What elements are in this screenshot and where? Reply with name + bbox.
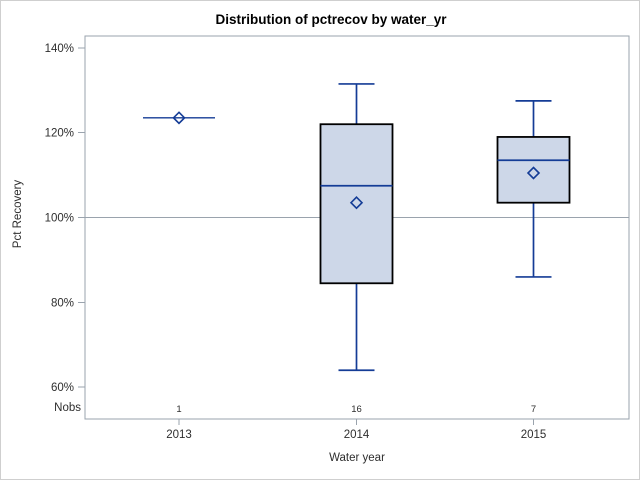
box-group-2014 [319,83,394,372]
nobs-value: 16 [351,404,362,415]
nobs-row-label: Nobs [54,402,81,414]
y-tick-label: 60% [51,382,74,394]
box-group-2015 [496,100,571,278]
mean-diamond-marker [172,111,186,125]
mean-diamond-marker [349,196,364,210]
y-tick-label: 140% [45,43,74,55]
box-rect [319,123,394,285]
box-rect [496,136,571,204]
mean-diamond-marker [526,166,541,180]
nobs-value: 1 [176,404,181,415]
x-tick-label: 2014 [344,429,370,441]
x-tick-label: 2013 [166,429,192,441]
x-tick-label: 2015 [521,429,547,441]
nobs-value: 7 [531,404,536,415]
box-group-2013 [143,111,215,125]
x-axis-title: Water year [329,452,385,464]
chart-title: Distribution of pctrecov by water_yr [215,12,447,27]
y-tick-label: 120% [45,128,74,140]
y-tick-label: 80% [51,297,74,309]
y-tick-label: 100% [45,213,74,225]
